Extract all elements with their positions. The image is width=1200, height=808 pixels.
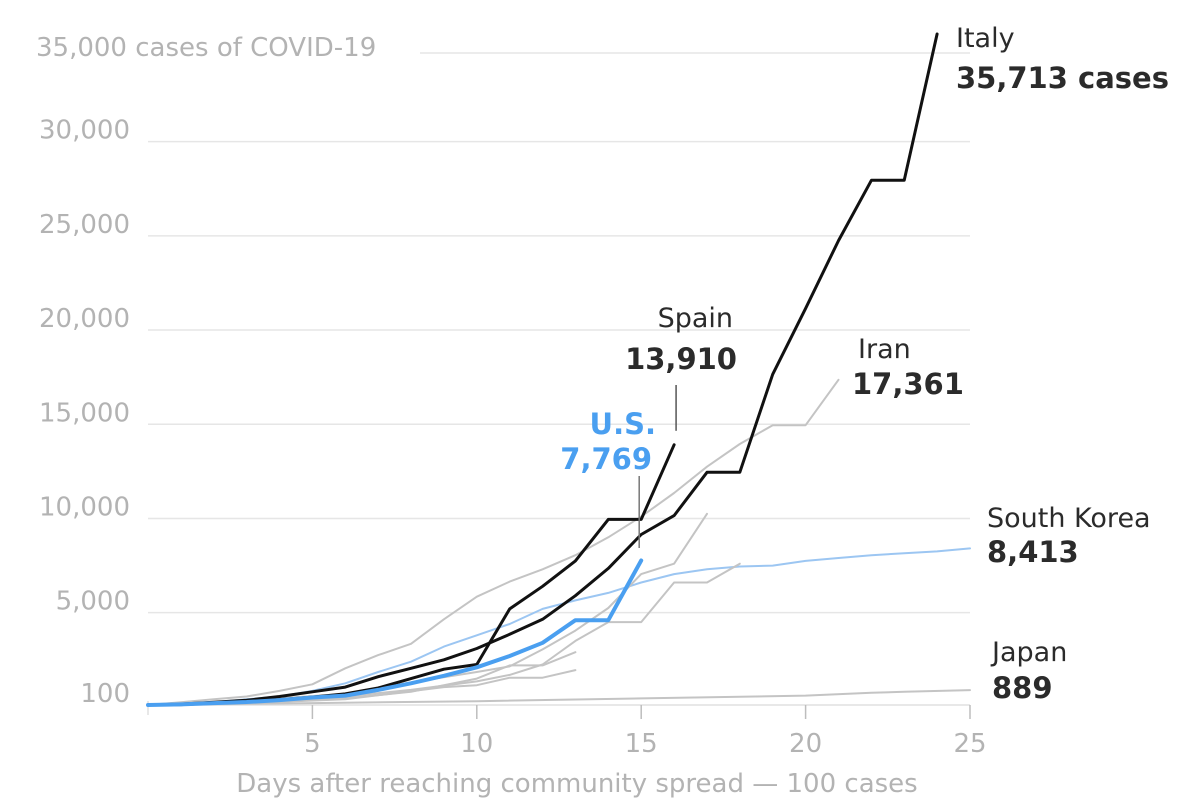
x-axis-label: Days after reaching community spread — 1… <box>236 769 917 799</box>
label-leaders <box>638 385 677 548</box>
y-tick-label: 100 <box>80 679 130 709</box>
y-tick-label: 15,000 <box>39 398 130 428</box>
x-tick-label: 5 <box>304 729 321 759</box>
series-line-japan <box>147 689 971 706</box>
y-tick-label: 10,000 <box>39 492 130 522</box>
label-japan-value: 889 <box>992 671 1053 705</box>
series-line-italy <box>146 32 939 707</box>
label-south-korea-value: 8,413 <box>987 535 1079 569</box>
y-tick-label: 20,000 <box>39 304 130 334</box>
y-tick-label: 5,000 <box>56 587 130 617</box>
label-italy-name: Italy <box>956 23 1015 54</box>
label-us-value: 7,769 <box>560 442 652 476</box>
label-italy-value: 35,713 cases <box>956 61 1169 95</box>
x-axis-ticks: 5 10 15 20 25 <box>147 701 987 759</box>
label-us-name: U.S. <box>590 407 656 441</box>
label-iran-name: Iran <box>858 334 911 365</box>
series-line-iran <box>147 378 840 706</box>
x-tick-label: 20 <box>789 729 822 759</box>
y-axis-ticks: 100 5,000 10,000 15,000 20,000 25,000 30,000 <box>39 116 130 709</box>
x-tick-label: 15 <box>625 729 658 759</box>
chart-title: 35,000 cases of COVID-19 <box>36 33 376 63</box>
y-tick-label: 30,000 <box>39 116 130 146</box>
series-line-spain <box>146 443 676 707</box>
x-tick-label: 25 <box>953 729 986 759</box>
series-line-other-6 <box>147 512 708 706</box>
label-japan-name: Japan <box>990 637 1067 668</box>
y-tick-label: 25,000 <box>39 210 130 240</box>
series-lines <box>146 32 971 707</box>
x-tick-label: 10 <box>460 729 493 759</box>
series-line-other-7 <box>147 562 741 706</box>
series-line-u-s <box>146 558 644 707</box>
grid-lines <box>148 52 970 706</box>
label-spain-value: 13,910 <box>625 342 737 376</box>
label-iran-value: 17,361 <box>852 367 964 401</box>
label-spain-name: Spain <box>658 303 733 334</box>
label-south-korea-name: South Korea <box>987 503 1151 534</box>
